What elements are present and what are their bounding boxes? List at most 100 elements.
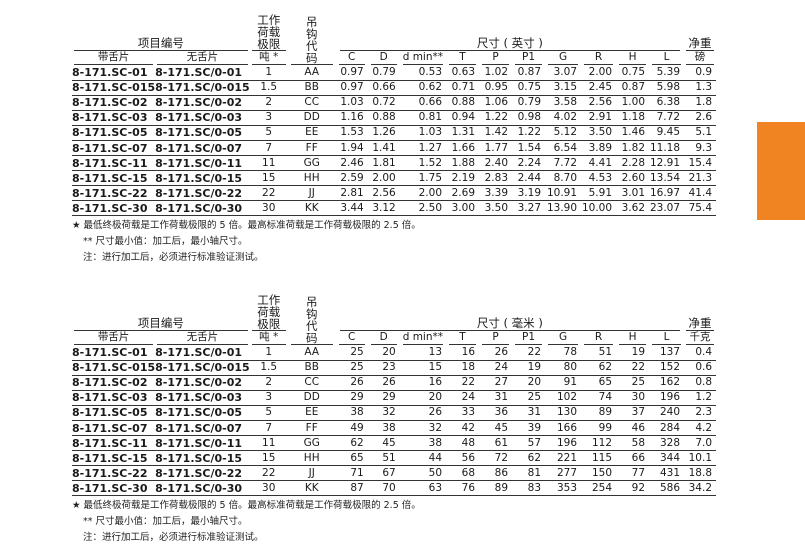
net-weight: 4.2: [684, 420, 717, 437]
part-number-with-latch: 8-171.SC-02: [72, 95, 156, 111]
dimension-value: 33: [446, 405, 480, 421]
dimension-value: 45: [367, 435, 400, 452]
dimension-value: 23.07: [649, 200, 685, 217]
part-number-with-latch: 8-171.SC-22: [72, 185, 156, 202]
dimension-value: 137: [649, 345, 685, 361]
working-load-limit: 2: [249, 375, 288, 391]
dimension-value: 20: [512, 375, 546, 391]
dimension-value: 68: [446, 465, 480, 482]
dimension-value: 2.46: [335, 155, 368, 172]
part-number-without-latch: 8-171.SC/0-15: [155, 170, 250, 187]
part-number-without-latch: 8-171.SC/0-03: [155, 110, 250, 126]
dimension-value: 45: [479, 420, 513, 437]
part-number-with-latch: 8-171.SC-07: [72, 420, 156, 437]
dimension-value: 0.87: [512, 65, 546, 81]
dimension-value: 70: [367, 480, 400, 497]
dimension-value: 152: [649, 360, 685, 376]
net-weight: 9.3: [684, 140, 717, 157]
dimension-value: 81: [512, 465, 546, 482]
dimension-value: 22: [616, 360, 650, 376]
dimension-value: 87: [335, 480, 368, 497]
dimension-value: 0.62: [399, 80, 447, 96]
dimension-value: 89: [479, 480, 513, 497]
net-weight: 1.3: [684, 80, 717, 96]
hook-code: AA: [287, 65, 336, 81]
working-load-limit: 22: [249, 185, 288, 202]
header-working-load-limit: 工作荷载极限: [251, 294, 286, 331]
header-dim-6: G: [548, 51, 579, 65]
header-dim-3: T: [449, 331, 477, 345]
dimension-value: 2.00: [367, 170, 400, 187]
table-row: 8-171.SC-015 8-171.SC/0-015 1.5 BB 0.97 0.66 0…: [72, 80, 717, 96]
dimension-value: 57: [512, 435, 546, 452]
dimension-value: 65: [335, 450, 368, 467]
dimension-value: 42: [446, 420, 480, 437]
spec-table-mm: 项目编号 工作荷载极限 吊钩代码 尺寸 ( 毫米 ) 净重 带舌片 无舌片 吨 …: [72, 294, 717, 497]
dimension-value: 51: [367, 450, 400, 467]
net-weight: 0.9: [684, 65, 717, 81]
working-load-limit: 7: [249, 420, 288, 437]
dimension-value: 12.91: [649, 155, 685, 172]
dimension-value: 1.22: [512, 125, 546, 141]
dimension-value: 3.12: [367, 200, 400, 217]
dimension-value: 67: [367, 465, 400, 482]
table-row: 8-171.SC-07 8-171.SC/0-07 7 FF 1.94 1.41 1.27 1…: [72, 140, 717, 157]
dimension-value: 8.70: [545, 170, 582, 187]
footnotes: ★ 最低终极荷载是工作荷载极限的 5 倍。最高标准荷载是工作荷载极限的 2.5 …: [72, 218, 421, 266]
dimension-value: 39: [512, 420, 546, 437]
dimension-value: 1.53: [335, 125, 368, 141]
hook-code: GG: [287, 435, 336, 452]
table-row: 8-171.SC-11 8-171.SC/0-11 11 GG 2.46 1.81 1.52…: [72, 155, 717, 172]
dimension-value: 0.79: [512, 95, 546, 111]
dimension-value: 91: [545, 375, 582, 391]
dimension-value: 19: [512, 360, 546, 376]
part-number-without-latch: 8-171.SC/0-11: [155, 435, 250, 452]
working-load-limit: 30: [249, 480, 288, 497]
header-dim-9: L: [652, 51, 682, 65]
dimension-value: 25: [335, 345, 368, 361]
dimension-value: 0.75: [616, 65, 650, 81]
part-number-with-latch: 8-171.SC-11: [72, 435, 156, 452]
header-dim-1: D: [370, 331, 397, 345]
table-row: 8-171.SC-05 8-171.SC/0-05 5 EE 38 32 26 33 36 31 1…: [72, 405, 717, 421]
header-weight-unit: 磅: [686, 51, 715, 65]
dimension-value: 10.00: [581, 200, 617, 217]
dimension-value: 284: [649, 420, 685, 437]
dimension-value: 0.79: [367, 65, 400, 81]
working-load-limit: 30: [249, 200, 288, 217]
net-weight: 1.2: [684, 390, 717, 406]
dimension-value: 3.15: [545, 80, 582, 96]
table-row: 8-171.SC-30 8-171.SC/0-30 30 KK 87 70 63 76 89 83…: [72, 480, 717, 497]
working-load-limit: 2: [249, 95, 288, 111]
working-load-limit: 1: [249, 65, 288, 81]
table-row: 8-171.SC-22 8-171.SC/0-22 22 JJ 2.81 2.56 2.00…: [72, 185, 717, 202]
header-dim-2: d min**: [402, 51, 444, 65]
dimension-value: 56: [446, 450, 480, 467]
dimension-value: 1.03: [399, 125, 447, 141]
table-row: 8-171.SC-03 8-171.SC/0-03 3 DD 1.16 0.88 0.81 0…: [72, 110, 717, 126]
dimension-value: 2.56: [581, 95, 617, 111]
hook-code: DD: [287, 390, 336, 406]
dimension-value: 3.00: [446, 200, 480, 217]
dimension-value: 16: [446, 345, 480, 361]
hook-code: BB: [287, 80, 336, 96]
part-number-without-latch: 8-171.SC/0-015: [155, 80, 250, 96]
dimension-value: 1.88: [446, 155, 480, 172]
dimension-value: 48: [446, 435, 480, 452]
net-weight: 18.8: [684, 465, 717, 482]
dimension-value: 2.44: [512, 170, 546, 187]
dimension-value: 2.40: [479, 155, 513, 172]
dimension-value: 1.75: [399, 170, 447, 187]
dimension-value: 5.98: [649, 80, 685, 96]
header-without-latch: 无舌片: [157, 331, 248, 345]
net-weight: 2.3: [684, 405, 717, 421]
dimension-value: 196: [545, 435, 582, 452]
part-number-without-latch: 8-171.SC/0-07: [155, 420, 250, 437]
dimension-value: 2.45: [581, 80, 617, 96]
part-number-with-latch: 8-171.SC-02: [72, 375, 156, 391]
dimension-value: 22: [446, 375, 480, 391]
net-weight: 75.4: [684, 200, 717, 217]
net-weight: 41.4: [684, 185, 717, 202]
dimension-value: 46: [616, 420, 650, 437]
dimension-value: 240: [649, 405, 685, 421]
